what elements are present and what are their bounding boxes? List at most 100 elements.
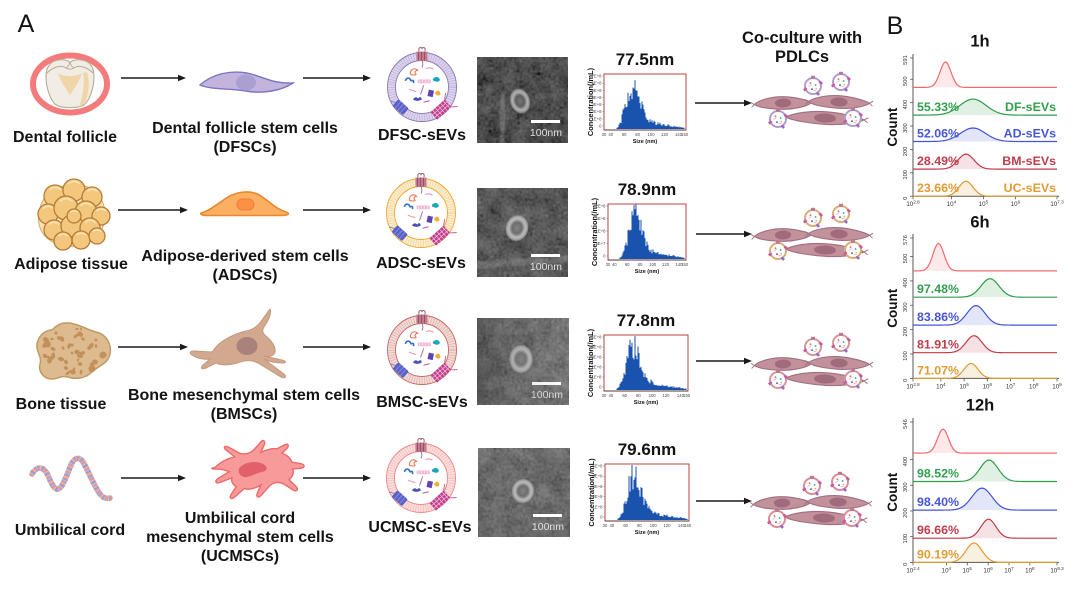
svg-text:400: 400: [903, 100, 909, 110]
svg-text:97.48%: 97.48%: [917, 282, 959, 296]
svg-text:400: 400: [903, 457, 909, 467]
svg-text:(DFSCs): (DFSCs): [213, 139, 276, 156]
svg-text:28.49%: 28.49%: [917, 154, 959, 168]
svg-text:60: 60: [622, 132, 627, 137]
svg-text:Bone tissue: Bone tissue: [16, 396, 107, 413]
svg-text:500: 500: [903, 76, 909, 86]
svg-text:104: 104: [947, 200, 957, 209]
svg-text:3E+8: 3E+8: [593, 484, 604, 489]
svg-text:mesenchymal stem cells: mesenchymal stem cells: [146, 529, 334, 546]
svg-text:200: 200: [903, 508, 909, 518]
svg-text:300: 300: [903, 123, 909, 133]
svg-text:1E+8: 1E+8: [593, 504, 604, 509]
svg-text:5E+8: 5E+8: [593, 464, 604, 469]
svg-text:100: 100: [649, 262, 657, 267]
svg-text:0: 0: [903, 563, 909, 566]
svg-text:150: 150: [681, 262, 689, 267]
svg-text:DF-sEVs: DF-sEVs: [1005, 100, 1056, 114]
svg-text:107.3: 107.3: [1050, 200, 1064, 209]
svg-text:UCMSC-sEVs: UCMSC-sEVs: [368, 519, 471, 536]
svg-text:100nm: 100nm: [530, 127, 562, 139]
svg-text:60: 60: [623, 523, 628, 528]
svg-text:80: 80: [635, 132, 640, 137]
svg-text:80: 80: [638, 262, 643, 267]
svg-text:30: 30: [603, 523, 608, 528]
svg-text:1.5E+8: 1.5E+8: [592, 216, 606, 221]
svg-text:0: 0: [903, 379, 909, 382]
svg-text:300: 300: [903, 482, 909, 492]
svg-text:5E+8: 5E+8: [592, 335, 603, 340]
svg-text:100: 100: [903, 351, 909, 361]
svg-text:140: 140: [678, 523, 686, 528]
svg-text:140: 140: [677, 393, 685, 398]
svg-text:1E+8: 1E+8: [592, 375, 603, 380]
svg-text:0: 0: [599, 385, 602, 390]
svg-text:120: 120: [661, 132, 669, 137]
svg-text:60: 60: [622, 393, 627, 398]
svg-text:77.8nm: 77.8nm: [617, 311, 676, 330]
svg-text:576: 576: [903, 235, 909, 245]
svg-text:71.07%: 71.07%: [917, 363, 959, 377]
svg-text:30: 30: [602, 393, 607, 398]
svg-text:40: 40: [612, 262, 617, 267]
svg-text:Umbilical cord: Umbilical cord: [185, 510, 295, 527]
svg-text:30: 30: [602, 132, 607, 137]
svg-text:4E+8: 4E+8: [592, 95, 603, 100]
svg-text:B: B: [887, 12, 904, 40]
svg-text:78.9nm: 78.9nm: [618, 180, 677, 199]
svg-text:23.66%: 23.66%: [917, 181, 959, 195]
svg-text:30: 30: [606, 262, 611, 267]
svg-text:6h: 6h: [970, 214, 989, 232]
svg-text:105: 105: [979, 200, 989, 209]
svg-text:300: 300: [903, 302, 909, 312]
svg-text:Dental follicle stem cells: Dental follicle stem cells: [152, 120, 338, 137]
svg-text:150: 150: [681, 132, 689, 137]
svg-text:Size (nm): Size (nm): [633, 139, 658, 145]
svg-text:Count: Count: [885, 472, 900, 511]
svg-text:5E+7: 5E+7: [596, 241, 607, 246]
svg-text:108: 108: [1025, 566, 1035, 575]
svg-text:107: 107: [1006, 382, 1016, 391]
svg-text:120: 120: [662, 393, 670, 398]
svg-text:79.6nm: 79.6nm: [618, 440, 677, 459]
svg-text:106: 106: [1011, 200, 1021, 209]
svg-text:546: 546: [903, 419, 909, 429]
svg-text:40: 40: [608, 132, 613, 137]
svg-text:400: 400: [903, 278, 909, 288]
svg-text:AD-sEVs: AD-sEVs: [1004, 127, 1056, 141]
svg-text:106: 106: [983, 566, 993, 575]
svg-text:Adipose-derived stem cells: Adipose-derived stem cells: [141, 248, 348, 265]
svg-text:0: 0: [603, 254, 606, 259]
svg-text:106: 106: [983, 382, 993, 391]
svg-text:2E+8: 2E+8: [596, 204, 607, 209]
svg-text:PDLCs: PDLCs: [775, 48, 829, 66]
svg-text:83.86%: 83.86%: [917, 310, 959, 324]
svg-text:102.8: 102.8: [906, 382, 920, 391]
svg-text:105: 105: [963, 566, 973, 575]
svg-text:52.06%: 52.06%: [917, 127, 959, 141]
svg-text:(UCMSCs): (UCMSCs): [201, 548, 279, 565]
svg-text:4E+8: 4E+8: [593, 474, 604, 479]
svg-text:2E+8: 2E+8: [592, 365, 603, 370]
svg-text:107: 107: [1004, 566, 1014, 575]
svg-text:105: 105: [959, 382, 969, 391]
svg-text:108: 108: [1029, 382, 1039, 391]
svg-text:140: 140: [675, 262, 683, 267]
svg-text:96.66%: 96.66%: [917, 523, 959, 537]
svg-text:140: 140: [675, 132, 683, 137]
svg-text:Concentration(/mL): Concentration(/mL): [586, 328, 595, 397]
svg-text:100: 100: [903, 534, 909, 544]
svg-text:Size (nm): Size (nm): [635, 269, 660, 275]
svg-text:1E+8: 1E+8: [592, 116, 603, 121]
svg-text:81.91%: 81.91%: [917, 338, 959, 352]
svg-text:DFSC-sEVs: DFSC-sEVs: [378, 127, 466, 144]
svg-text:100nm: 100nm: [532, 521, 564, 533]
svg-text:500: 500: [903, 254, 909, 264]
svg-text:100: 100: [650, 523, 658, 528]
svg-text:BM-sEVs: BM-sEVs: [1002, 154, 1056, 168]
svg-text:Umbilical cord: Umbilical cord: [15, 522, 125, 539]
svg-text:100: 100: [648, 132, 656, 137]
svg-text:90.19%: 90.19%: [917, 547, 959, 561]
svg-text:150: 150: [683, 393, 691, 398]
svg-text:120: 120: [663, 523, 671, 528]
